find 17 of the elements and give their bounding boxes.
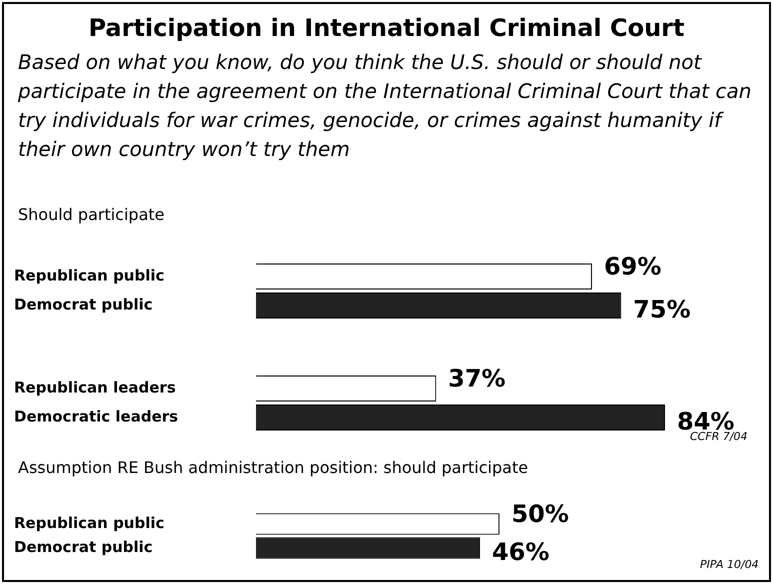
y-tick-label: Democratic leaders <box>14 407 178 426</box>
data-label: 46% <box>492 538 550 566</box>
text: Assumption RE Bush administration position: should participate <box>18 458 528 477</box>
text: CCFR 7/04 <box>690 430 748 443</box>
data-label: 37% <box>448 364 506 393</box>
y-tick-label: Democrat public <box>14 538 153 556</box>
y-tick-label: Republican public <box>14 514 164 532</box>
y-tick-label: Democrat public <box>14 295 153 314</box>
chart-title: Participation in International Criminal Court <box>87 14 686 42</box>
text: Should participate <box>18 205 164 224</box>
data-label: 50% <box>511 500 569 528</box>
data-label: 75% <box>633 296 691 324</box>
y-tick-label: Republican leaders <box>14 378 176 396</box>
data-label: 69% <box>604 252 662 281</box>
text: PIPA 10/04 <box>700 558 759 571</box>
chart-subtitle: Based on what you know, do you think the U.S. should or should not participate in the agreement on the International Criminal Court that can try individuals for war crimes, genocide, or crimes against humanity if their own country won’t try them <box>18 49 752 163</box>
y-tick-label: Republican public <box>14 266 164 284</box>
